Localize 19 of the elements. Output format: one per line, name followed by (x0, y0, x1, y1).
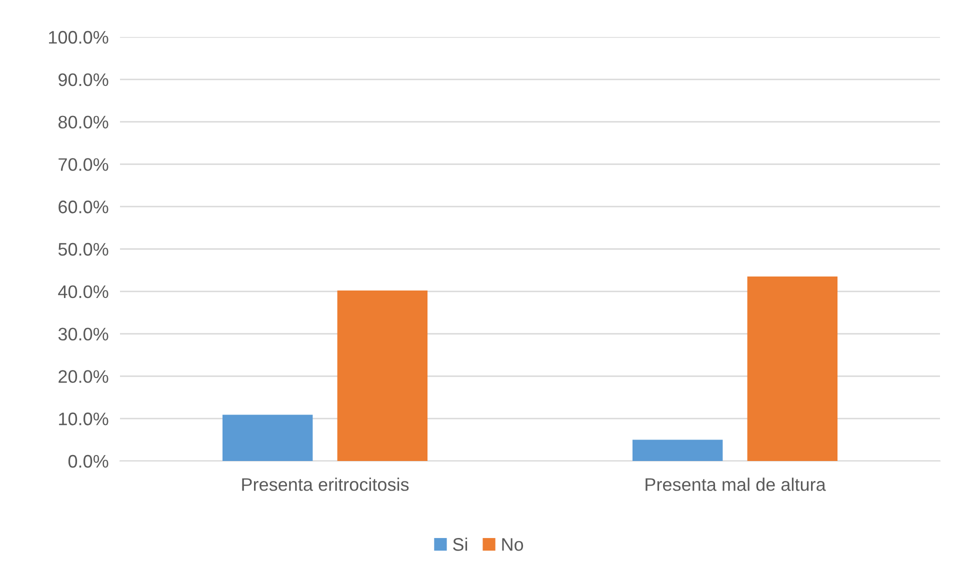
x-tick-label: Presenta mal de altura (646, 478, 826, 491)
y-tick-label: 10.0% (59, 412, 108, 426)
y-tick-label: 30.0% (58, 328, 108, 341)
y-tick-label: 40.0% (58, 285, 108, 298)
y-tick-label: 20.0% (58, 370, 108, 383)
y-tick-label: 90.0% (58, 73, 108, 86)
y-tick-label: 80.0% (58, 116, 108, 129)
y-tick-label: 50.0% (58, 242, 108, 256)
bar (222, 414, 313, 461)
bar (747, 276, 838, 461)
y-tick-label: 100.0% (49, 30, 108, 44)
legend-label: No (502, 538, 524, 551)
bar (337, 290, 428, 461)
y-tick-label: 60.0% (58, 200, 108, 214)
legend-label: Si (453, 538, 468, 551)
y-tick-label: 0.0% (68, 454, 108, 468)
y-tick-label: 70.0% (58, 158, 108, 171)
bar (632, 440, 723, 461)
x-tick-label: Presenta eritrocitosis (242, 478, 409, 491)
